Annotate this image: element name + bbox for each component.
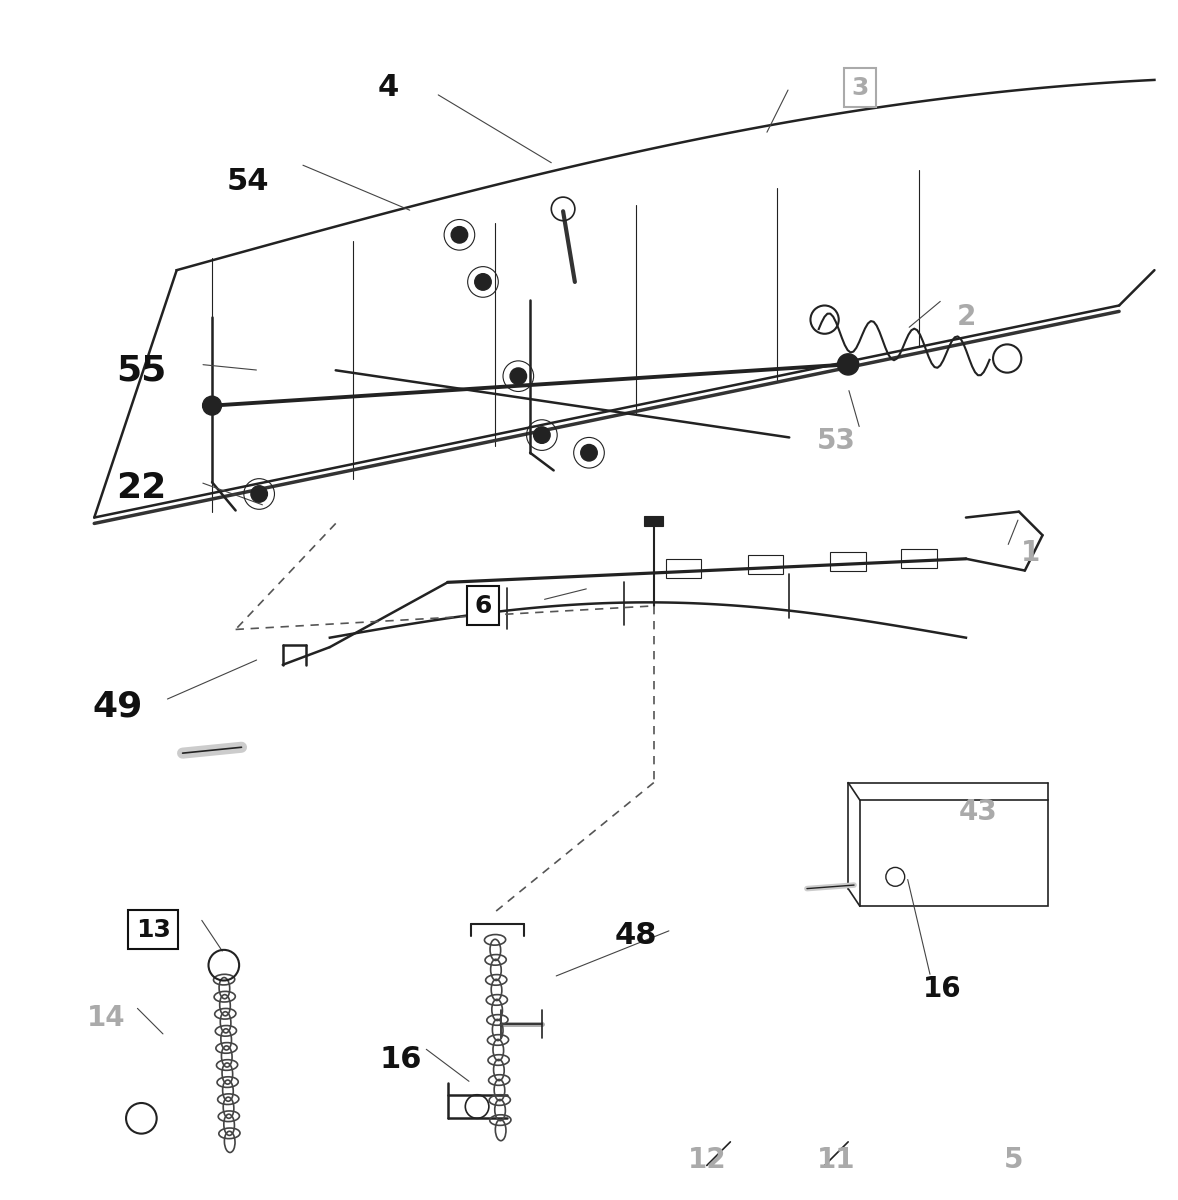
Text: 5: 5 xyxy=(1004,1146,1023,1174)
Bar xyxy=(748,556,783,574)
Circle shape xyxy=(451,227,468,244)
Text: 53: 53 xyxy=(816,427,856,455)
Circle shape xyxy=(581,444,597,461)
Circle shape xyxy=(475,274,491,290)
Text: 16: 16 xyxy=(379,1045,422,1074)
Bar xyxy=(666,559,701,577)
Text: 55: 55 xyxy=(117,353,166,388)
Text: 48: 48 xyxy=(615,922,657,950)
Text: 54: 54 xyxy=(226,167,269,197)
Circle shape xyxy=(838,354,859,376)
Bar xyxy=(830,552,866,570)
Bar xyxy=(901,550,937,568)
Circle shape xyxy=(534,427,550,443)
Text: 13: 13 xyxy=(135,918,171,942)
Circle shape xyxy=(510,368,527,384)
Text: 2: 2 xyxy=(957,304,975,331)
Text: 43: 43 xyxy=(959,798,997,826)
Circle shape xyxy=(251,486,267,503)
Text: 1: 1 xyxy=(1021,539,1040,566)
Text: 3: 3 xyxy=(852,76,868,100)
Text: 6: 6 xyxy=(475,594,491,618)
Text: 16: 16 xyxy=(924,974,961,1003)
Text: 12: 12 xyxy=(688,1146,726,1174)
Text: 4: 4 xyxy=(378,73,399,102)
Circle shape xyxy=(203,396,221,415)
Text: 22: 22 xyxy=(117,472,166,505)
Text: 14: 14 xyxy=(87,1004,125,1032)
Text: 11: 11 xyxy=(818,1146,855,1174)
Text: 49: 49 xyxy=(93,689,143,724)
Bar xyxy=(644,516,663,526)
